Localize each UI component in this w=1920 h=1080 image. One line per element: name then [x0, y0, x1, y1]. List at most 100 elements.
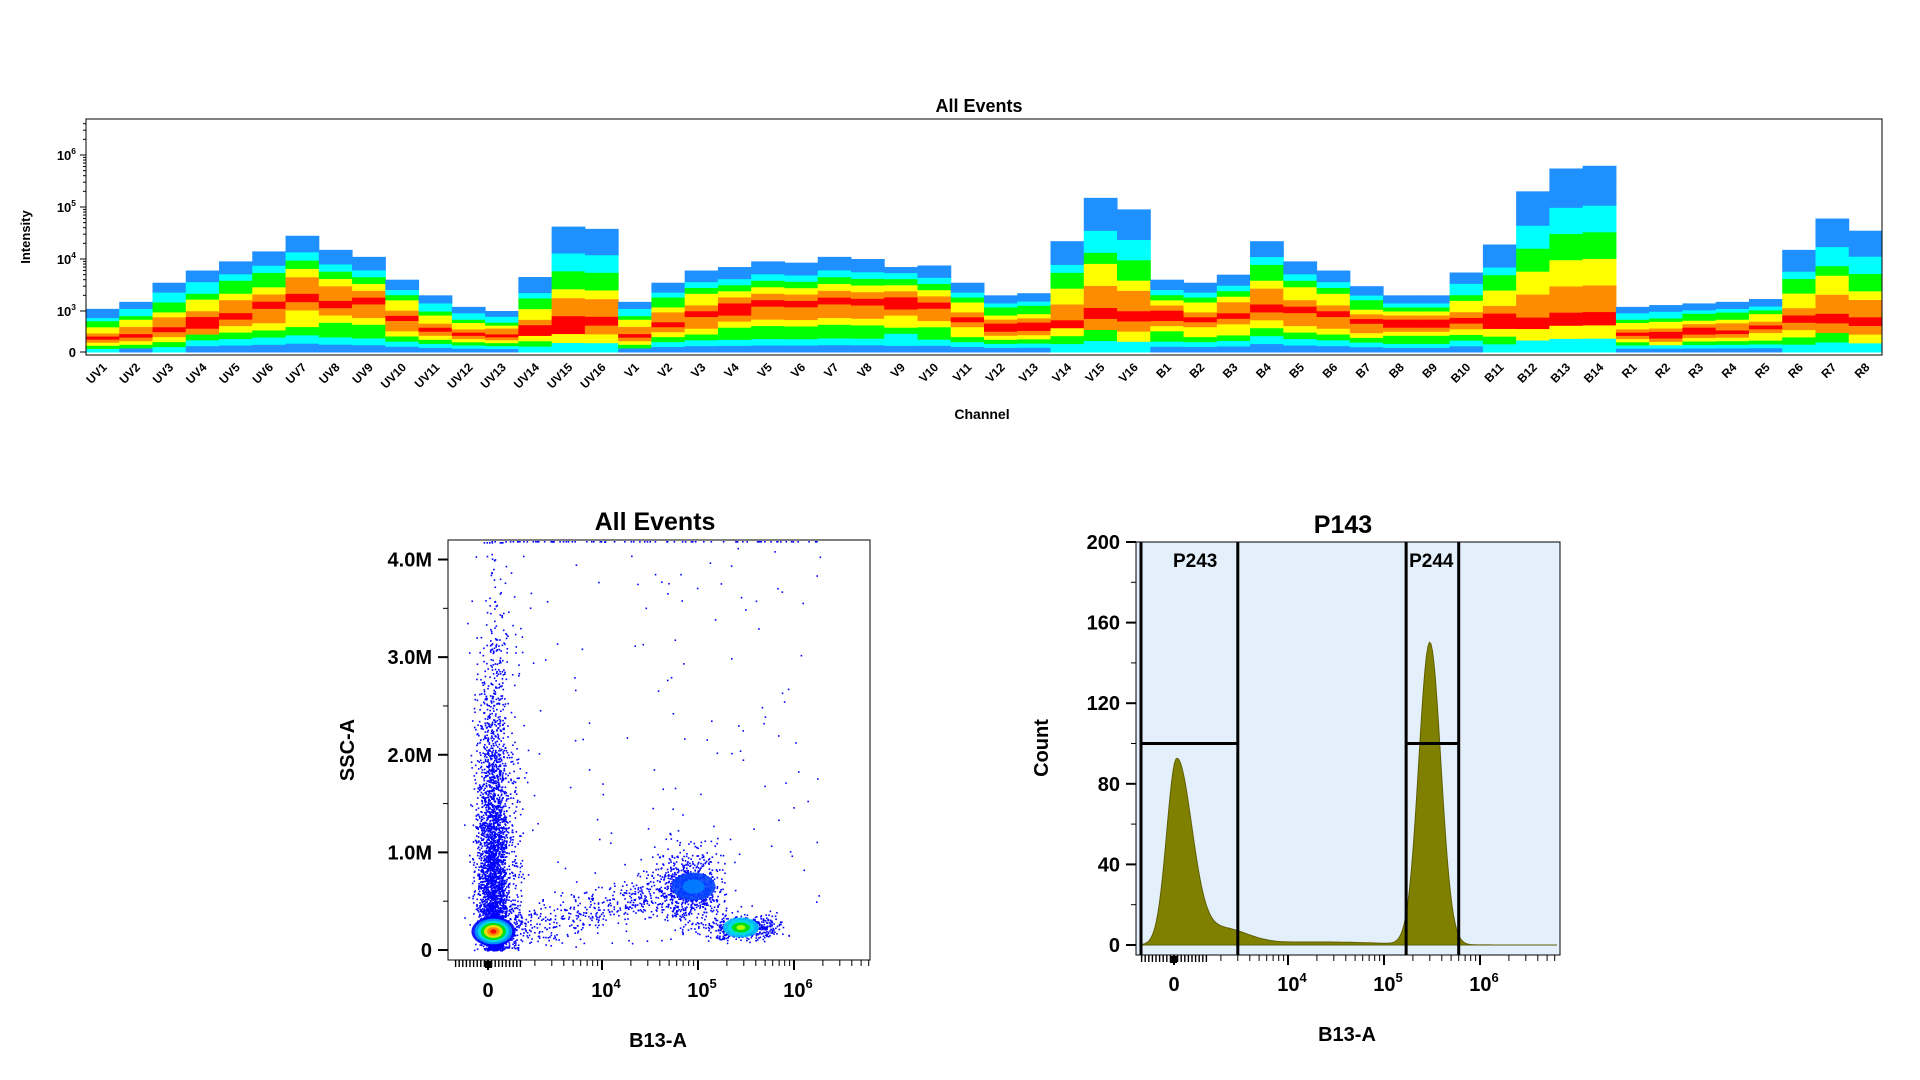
dot-plot-event	[504, 873, 506, 876]
dot-plot-event	[499, 765, 502, 768]
dot-plot-event	[487, 818, 489, 820]
dot-plot-event	[496, 719, 499, 722]
dot-plot-event	[486, 915, 488, 918]
dot-plot-event	[516, 758, 518, 761]
spectrum-cell	[1848, 274, 1883, 284]
dot-plot-event	[519, 767, 522, 770]
dot-plot-event	[487, 889, 490, 892]
dot-plot-event	[489, 811, 492, 814]
dot-plot-event	[490, 908, 493, 911]
dot-plot-event	[503, 842, 505, 844]
dot-plot-event	[498, 875, 500, 878]
dot-plot-event	[481, 806, 483, 809]
dot-plot-event	[472, 897, 474, 900]
dot-plot-event	[486, 901, 488, 903]
dot-plot-event	[492, 835, 495, 837]
dot-plot-event	[489, 764, 491, 767]
dot-plot-event	[497, 697, 500, 700]
dot-plot-event	[519, 870, 522, 873]
dot-plot-event	[507, 877, 510, 879]
dot-plot-event	[492, 779, 494, 781]
dot-plot-event	[492, 857, 495, 859]
dot-plot-event	[494, 845, 497, 847]
spectrum-cell	[1349, 337, 1384, 344]
dot-plot-event	[495, 901, 497, 904]
dot-plot-event	[497, 855, 500, 858]
spectrum-column-b12	[1516, 191, 1550, 353]
spectrum-cell	[1748, 329, 1783, 334]
dot-plot-event	[497, 838, 500, 841]
spectrum-cell	[86, 345, 120, 350]
dot-plot-event	[495, 766, 498, 769]
dot-plot-event	[505, 910, 508, 913]
spectrum-cell	[1050, 288, 1085, 298]
dot-plot-event	[481, 830, 484, 832]
dot-plot-event	[514, 741, 516, 744]
dot-plot-event	[502, 892, 505, 895]
dot-plot-event	[512, 782, 515, 785]
dot-plot-event	[482, 834, 485, 837]
dot-plot-event	[485, 828, 488, 831]
dot-plot-event	[519, 840, 521, 843]
dot-plot-event	[516, 894, 519, 896]
dot-plot-event	[490, 877, 493, 880]
dot-plot-event	[485, 852, 487, 854]
dot-plot-event	[496, 910, 499, 913]
dot-plot-event	[498, 738, 501, 740]
dot-plot-event	[493, 579, 496, 581]
dot-plot-event	[480, 857, 483, 859]
dot-plot-event	[479, 855, 481, 857]
spectrum-cell	[1349, 347, 1384, 353]
dot-plot-event	[493, 889, 495, 892]
dot-plot-event	[505, 810, 508, 812]
dot-plot-event	[500, 695, 503, 697]
dot-plot-event	[491, 882, 494, 885]
dot-plot-event	[499, 764, 502, 766]
dot-plot-event	[502, 833, 505, 835]
spectrum-cell	[717, 291, 752, 298]
spectrum-cell	[717, 315, 752, 323]
dot-plot-event	[473, 949, 476, 952]
spectrum-cell	[1782, 264, 1816, 273]
dot-plot-event	[490, 885, 493, 887]
dot-plot-event	[473, 775, 476, 777]
spectrum-cell	[917, 308, 952, 316]
spectrum-cell	[950, 307, 985, 313]
spectrum-cell	[950, 287, 985, 294]
dot-plot-event	[499, 910, 502, 913]
dot-plot-event	[510, 797, 512, 799]
dot-plot-event	[498, 860, 500, 862]
dot-plot-event	[503, 765, 505, 767]
dot-plot-event	[486, 836, 489, 838]
dot-plot-event	[502, 737, 505, 739]
dot-plot-event	[491, 648, 494, 651]
spectrum-cell	[1582, 312, 1617, 326]
dot-plot-event	[504, 889, 506, 892]
dot-plot-event	[481, 811, 483, 814]
spectrum-cell	[1615, 316, 1650, 321]
dot-plot-event	[501, 836, 503, 839]
dot-plot-event	[515, 919, 517, 921]
dot-plot-event	[491, 825, 494, 828]
dot-plot-event	[499, 657, 502, 659]
dot-plot-event	[505, 794, 508, 797]
spectrum-cell	[318, 279, 353, 287]
spectrum-y-tick-label: 106	[57, 146, 76, 163]
spectrum-cell	[418, 347, 453, 353]
spectrum-cell	[784, 326, 819, 334]
spectrum-cell	[884, 267, 918, 274]
dot-plot-event	[486, 611, 489, 614]
dot-plot-event	[487, 856, 490, 859]
dot-plot-event	[489, 790, 492, 792]
spectrum-cell	[717, 345, 752, 353]
dot-plot-event	[532, 829, 534, 832]
dot-plot-event	[501, 843, 504, 846]
spectrum-cell	[1283, 332, 1318, 340]
dot-plot-event	[500, 859, 502, 862]
dot-plot-event	[498, 816, 500, 819]
dot-plot-event	[488, 784, 490, 786]
spectrum-cell	[1083, 252, 1118, 265]
spectrum-cell	[252, 294, 287, 303]
dot-plot-event	[482, 892, 484, 895]
dot-plot-event	[517, 905, 519, 907]
